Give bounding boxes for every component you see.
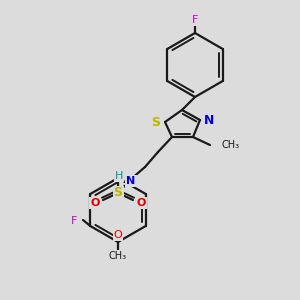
- Text: F: F: [71, 216, 77, 226]
- Text: O: O: [90, 198, 100, 208]
- Text: F: F: [192, 15, 198, 25]
- Text: S: S: [113, 187, 122, 200]
- Text: H: H: [115, 171, 123, 181]
- Text: O: O: [114, 230, 122, 240]
- Text: CH₃: CH₃: [109, 251, 127, 261]
- Text: N: N: [204, 113, 214, 127]
- Text: O: O: [136, 198, 146, 208]
- Text: S: S: [152, 116, 160, 128]
- Text: N: N: [126, 176, 136, 186]
- Text: CH₃: CH₃: [222, 140, 240, 150]
